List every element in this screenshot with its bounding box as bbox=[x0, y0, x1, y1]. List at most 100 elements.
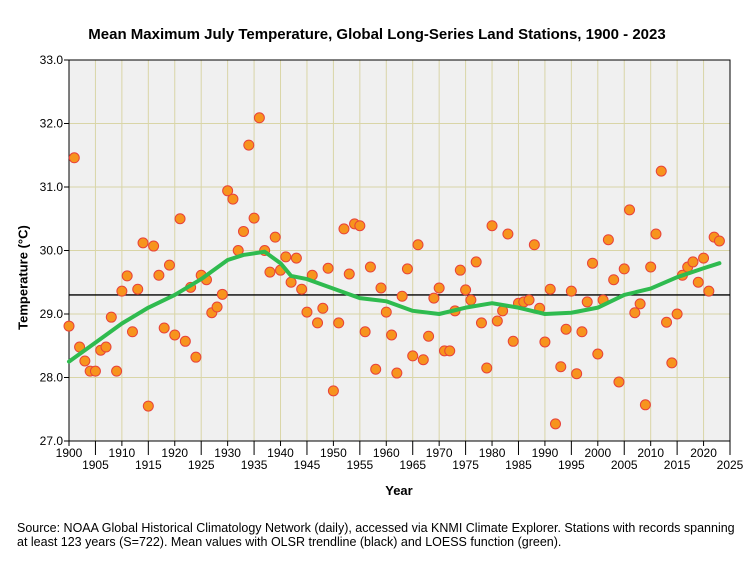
data-point bbox=[227, 193, 239, 205]
x-tick-label: 1960 bbox=[373, 446, 400, 460]
data-point bbox=[565, 285, 577, 297]
data-point bbox=[100, 341, 112, 353]
data-point bbox=[687, 256, 699, 268]
data-point bbox=[116, 285, 128, 297]
data-point bbox=[132, 283, 144, 295]
data-point bbox=[539, 336, 551, 348]
data-point bbox=[608, 274, 620, 286]
data-point bbox=[63, 320, 75, 332]
data-point bbox=[253, 112, 265, 124]
data-point bbox=[386, 329, 398, 341]
data-point bbox=[238, 225, 250, 237]
y-tick-label: 27.0 bbox=[40, 434, 64, 448]
data-point bbox=[618, 263, 630, 275]
data-point bbox=[142, 400, 154, 412]
data-point bbox=[624, 204, 636, 216]
data-point bbox=[148, 240, 160, 252]
data-point bbox=[216, 288, 228, 300]
data-point bbox=[359, 326, 371, 338]
data-point bbox=[354, 220, 366, 232]
x-tick-label: 2015 bbox=[664, 458, 691, 472]
data-point bbox=[111, 365, 123, 377]
data-point bbox=[370, 363, 382, 375]
data-point bbox=[713, 235, 725, 247]
x-tick-label: 1930 bbox=[214, 446, 241, 460]
data-point bbox=[269, 231, 281, 243]
data-point bbox=[222, 185, 234, 197]
data-point bbox=[380, 306, 392, 318]
x-tick-label: 1965 bbox=[399, 458, 426, 472]
data-point bbox=[549, 418, 561, 430]
data-point bbox=[576, 326, 588, 338]
data-point bbox=[465, 294, 477, 306]
x-tick-label: 1915 bbox=[135, 458, 162, 472]
data-point bbox=[412, 239, 424, 251]
x-tick-label: 1935 bbox=[241, 458, 268, 472]
data-point bbox=[433, 282, 445, 294]
data-point bbox=[645, 261, 657, 273]
data-point bbox=[312, 317, 324, 329]
x-tick-label: 1990 bbox=[532, 446, 559, 460]
y-tick-label: 31.0 bbox=[40, 180, 64, 194]
data-point bbox=[581, 296, 593, 308]
data-point bbox=[481, 362, 493, 374]
data-point bbox=[428, 292, 440, 304]
data-point bbox=[470, 256, 482, 268]
x-tick-label: 1945 bbox=[294, 458, 321, 472]
data-point bbox=[121, 270, 133, 282]
y-tick-label: 33.0 bbox=[40, 53, 64, 67]
data-point bbox=[153, 269, 165, 281]
data-point bbox=[666, 357, 678, 369]
data-point bbox=[703, 285, 715, 297]
data-point bbox=[502, 228, 514, 240]
data-point bbox=[105, 311, 117, 323]
data-point bbox=[634, 298, 646, 310]
x-tick-label: 1980 bbox=[479, 446, 506, 460]
data-point bbox=[333, 317, 345, 329]
data-point bbox=[523, 294, 535, 306]
data-point bbox=[174, 213, 186, 225]
x-tick-label: 1955 bbox=[346, 458, 373, 472]
data-point bbox=[264, 266, 276, 278]
data-point bbox=[343, 268, 355, 280]
data-point bbox=[544, 283, 556, 295]
data-point bbox=[126, 326, 138, 338]
data-point bbox=[655, 165, 667, 177]
data-point bbox=[290, 252, 302, 264]
x-tick-label: 1995 bbox=[558, 458, 585, 472]
data-point bbox=[391, 367, 403, 379]
data-point bbox=[671, 308, 683, 320]
data-point bbox=[407, 350, 419, 362]
data-point bbox=[317, 302, 329, 314]
plot-frame bbox=[68, 59, 731, 442]
x-tick-label: 1910 bbox=[109, 446, 136, 460]
data-point bbox=[417, 354, 429, 366]
data-point bbox=[698, 252, 710, 264]
data-point bbox=[396, 290, 408, 302]
x-tick-label: 1975 bbox=[452, 458, 479, 472]
data-point bbox=[444, 345, 456, 357]
x-tick-label: 1970 bbox=[426, 446, 453, 460]
loess-curve bbox=[67, 249, 722, 364]
data-point bbox=[460, 284, 472, 296]
x-tick-label: 2005 bbox=[611, 458, 638, 472]
data-point bbox=[211, 301, 223, 313]
data-point bbox=[560, 323, 572, 335]
data-point bbox=[158, 322, 170, 334]
data-point bbox=[375, 282, 387, 294]
x-tick-label: 2010 bbox=[637, 446, 664, 460]
data-point bbox=[507, 335, 519, 347]
data-point bbox=[475, 317, 487, 329]
y-tick-label: 30.0 bbox=[40, 244, 64, 258]
data-point bbox=[296, 283, 308, 295]
data-point bbox=[592, 348, 604, 360]
x-tick-label: 1900 bbox=[56, 446, 83, 460]
y-tick-label: 29.0 bbox=[40, 307, 64, 321]
data-point bbox=[401, 263, 413, 275]
data-point bbox=[248, 212, 260, 224]
data-point bbox=[322, 262, 334, 274]
x-axis-label: Year bbox=[385, 483, 413, 498]
data-point bbox=[243, 139, 255, 151]
data-point bbox=[89, 365, 101, 377]
